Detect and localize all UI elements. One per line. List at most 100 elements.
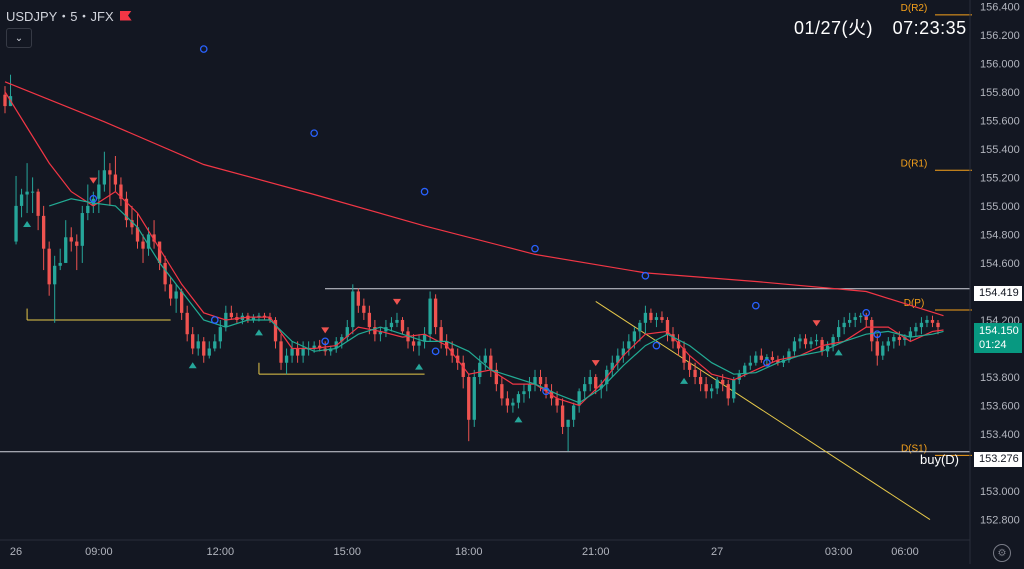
- candle-body: [428, 298, 432, 335]
- candle-body: [919, 322, 924, 328]
- candle-body: [262, 315, 267, 318]
- candle-body: [522, 391, 526, 395]
- y-tick-label: 155.000: [980, 201, 1020, 213]
- symbol-label[interactable]: USDJPY・5・JFX: [6, 9, 114, 24]
- candle-body: [660, 317, 664, 320]
- candle-body: [842, 322, 846, 328]
- flag-icon[interactable]: [119, 10, 132, 21]
- candle-body: [494, 369, 498, 385]
- x-tick-label: 12:00: [207, 546, 235, 558]
- symbol-header[interactable]: USDJPY・5・JFX: [6, 6, 132, 25]
- candle-body: [97, 184, 101, 199]
- pivot-level-label: D(S1): [901, 443, 927, 454]
- candle-body: [400, 319, 405, 332]
- candle-body: [351, 291, 355, 328]
- chevron-down-icon[interactable]: ⌄: [6, 28, 32, 48]
- candle-body: [511, 402, 515, 406]
- circle-marker: [420, 187, 429, 196]
- price-line-label-1: 154.419: [974, 286, 1022, 301]
- candle-body: [467, 377, 471, 420]
- candle-body: [229, 312, 234, 318]
- candle-body: [478, 362, 482, 378]
- circle-marker: [321, 337, 330, 346]
- candle-body: [776, 359, 780, 363]
- candle-body: [312, 345, 316, 349]
- candle-body: [362, 305, 366, 313]
- candle-body: [560, 405, 565, 427]
- candle-body: [135, 227, 140, 242]
- candle-body: [638, 322, 642, 332]
- circle-marker: [751, 301, 760, 310]
- y-tick-label: 154.800: [980, 229, 1020, 241]
- buy-label: buy(D): [920, 452, 960, 467]
- candle-body: [682, 348, 686, 363]
- candle-body: [25, 191, 29, 195]
- candle-body: [831, 337, 835, 346]
- circle-marker: [862, 308, 871, 317]
- candle-body: [809, 341, 813, 345]
- x-tick-label: 18:00: [455, 546, 483, 558]
- candle-body: [836, 327, 841, 338]
- candle-body: [803, 338, 808, 345]
- candle-body: [75, 241, 79, 246]
- candle-body: [378, 331, 383, 335]
- candle-body: [30, 191, 35, 193]
- y-tick-label: 156.000: [980, 58, 1020, 70]
- candle-body: [848, 319, 852, 323]
- candle-body: [295, 348, 300, 356]
- candle-body: [483, 355, 487, 363]
- candle-body: [687, 362, 692, 370]
- candle-body: [533, 377, 537, 385]
- candle-body: [417, 341, 421, 346]
- high-marker: [591, 360, 600, 367]
- ma-signal-line: [49, 198, 944, 404]
- candle-body: [583, 384, 587, 392]
- signal-markers: [23, 45, 882, 423]
- candle-body: [53, 265, 57, 285]
- low-marker: [254, 329, 263, 336]
- candle-body: [422, 334, 427, 342]
- candle-body: [914, 327, 918, 332]
- circle-marker: [641, 271, 650, 280]
- circle-marker: [873, 330, 882, 339]
- candle-body: [500, 384, 504, 399]
- high-marker: [812, 320, 821, 327]
- last-price-badge: 154.150 01:24: [974, 323, 1022, 353]
- x-tick-label: 15:00: [334, 546, 362, 558]
- candle-body: [268, 317, 272, 320]
- candle-body: [185, 312, 189, 335]
- candle-body: [207, 348, 211, 356]
- settings-gear-icon[interactable]: ⚙: [993, 544, 1011, 562]
- candle-body: [936, 322, 940, 328]
- pivot-level-label: D(R1): [901, 158, 928, 169]
- candle-body: [433, 298, 438, 328]
- candle-body: [113, 174, 118, 185]
- candle-body: [908, 331, 913, 338]
- candle-body: [654, 317, 659, 320]
- x-tick-label: 09:00: [85, 546, 113, 558]
- x-tick-label: 26: [10, 546, 22, 558]
- candle-body: [527, 384, 532, 392]
- candle-body: [930, 319, 935, 323]
- candle-body: [389, 322, 394, 328]
- y-tick-label: 153.000: [980, 486, 1020, 498]
- low-marker: [834, 349, 843, 356]
- circle-marker: [531, 244, 539, 253]
- candle-body: [157, 241, 162, 263]
- circle-marker: [431, 347, 440, 356]
- candle-body: [80, 213, 84, 246]
- x-tick-label: 03:00: [825, 546, 853, 558]
- clock: 01/27(火) 07:23:35: [794, 14, 981, 40]
- candle-body: [108, 170, 112, 175]
- candle-body: [709, 388, 714, 392]
- clock-date: 01/27(火): [794, 18, 874, 38]
- candle-body: [892, 337, 896, 342]
- candle-body: [102, 170, 107, 185]
- ma-long-line: [4, 81, 944, 317]
- candle-body: [461, 362, 465, 378]
- candle-body: [665, 319, 670, 335]
- candle-body: [86, 205, 90, 214]
